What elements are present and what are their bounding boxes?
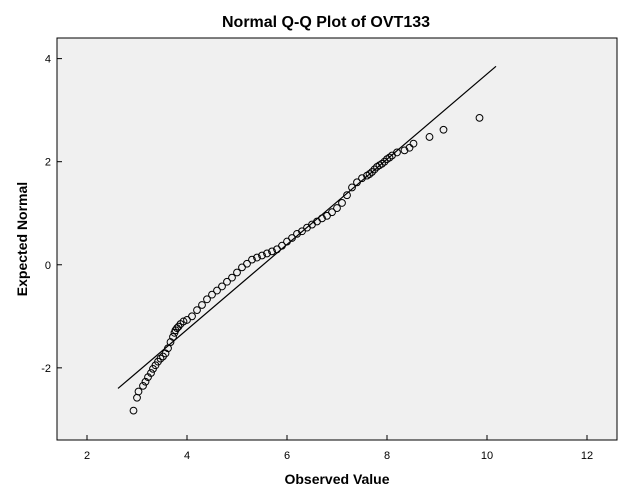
data-point bbox=[378, 159, 386, 168]
data-point bbox=[353, 178, 361, 187]
data-point bbox=[425, 133, 434, 141]
reference-line bbox=[117, 65, 497, 389]
data-point bbox=[228, 273, 236, 282]
chart-title: Normal Q-Q Plot of OVT133 bbox=[222, 14, 430, 31]
data-point bbox=[139, 381, 147, 390]
data-point bbox=[253, 253, 261, 262]
data-points bbox=[129, 113, 484, 415]
x-tick-label: 8 bbox=[384, 450, 390, 462]
data-point bbox=[218, 282, 226, 291]
data-point bbox=[365, 170, 374, 178]
y-tick-label: 2 bbox=[45, 157, 51, 169]
data-point bbox=[233, 268, 241, 277]
x-axis-label: Observed Value bbox=[284, 471, 389, 487]
data-point bbox=[318, 214, 326, 223]
axis-ticks: 2 4 6 8 10 12 -2 0 2 4 bbox=[41, 54, 593, 462]
x-tick-label: 12 bbox=[581, 450, 593, 462]
plot-area bbox=[56, 37, 618, 441]
data-point bbox=[343, 191, 351, 200]
data-point bbox=[141, 377, 150, 386]
data-point bbox=[193, 306, 201, 315]
y-tick-label: 4 bbox=[45, 54, 51, 66]
data-point bbox=[393, 148, 401, 157]
x-tick-label: 2 bbox=[84, 450, 90, 462]
data-point bbox=[323, 211, 331, 220]
data-point bbox=[368, 168, 376, 176]
data-point bbox=[174, 322, 183, 331]
data-point bbox=[238, 263, 246, 272]
x-tick-label: 10 bbox=[481, 450, 493, 462]
data-point bbox=[278, 241, 286, 250]
data-point bbox=[405, 143, 414, 152]
data-point bbox=[179, 317, 188, 326]
data-point bbox=[134, 387, 143, 396]
data-point bbox=[258, 251, 266, 260]
data-point bbox=[268, 247, 276, 256]
data-point bbox=[400, 146, 409, 155]
data-point bbox=[409, 139, 418, 148]
y-tick-label: 0 bbox=[45, 260, 51, 272]
data-point bbox=[203, 295, 211, 304]
data-point bbox=[243, 259, 251, 268]
data-point bbox=[188, 312, 196, 321]
data-point bbox=[273, 245, 281, 254]
data-point bbox=[338, 199, 346, 207]
data-point bbox=[129, 406, 138, 415]
data-point bbox=[385, 153, 394, 162]
x-tick-label: 6 bbox=[284, 450, 290, 462]
data-point bbox=[370, 165, 379, 174]
data-point bbox=[333, 204, 341, 212]
data-point bbox=[248, 255, 256, 264]
data-point bbox=[213, 286, 221, 295]
y-tick-label: -2 bbox=[41, 363, 51, 375]
data-point bbox=[198, 301, 206, 309]
data-point bbox=[358, 174, 366, 183]
data-point bbox=[183, 316, 191, 324]
data-point bbox=[298, 227, 306, 236]
x-tick-label: 4 bbox=[184, 450, 190, 462]
data-point bbox=[475, 113, 484, 122]
data-point bbox=[380, 157, 389, 166]
data-point bbox=[169, 333, 177, 341]
data-point bbox=[348, 183, 356, 192]
data-point bbox=[147, 369, 155, 377]
data-point bbox=[223, 277, 231, 286]
data-point bbox=[156, 354, 165, 363]
data-point bbox=[283, 237, 291, 246]
data-point bbox=[439, 125, 448, 134]
data-point bbox=[328, 208, 336, 217]
data-point bbox=[263, 249, 271, 258]
y-axis-label: Expected Normal bbox=[14, 182, 30, 296]
data-point bbox=[208, 290, 216, 299]
data-point bbox=[288, 234, 296, 242]
reference-line-group bbox=[117, 65, 497, 389]
data-point bbox=[293, 229, 301, 238]
